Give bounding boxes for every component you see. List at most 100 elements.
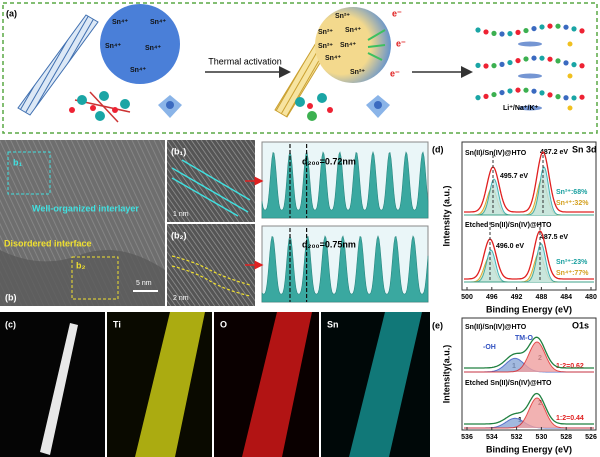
atom <box>483 93 489 99</box>
electron-label: e⁻ <box>392 8 402 18</box>
sample-label: Etched Sn(II)/Sn(IV)@HTO <box>465 380 552 387</box>
scale-label: 2 nm <box>173 295 189 302</box>
rod <box>17 14 99 116</box>
ion-label: Sn²⁺ <box>318 43 333 50</box>
atom <box>491 63 497 69</box>
atom <box>579 28 585 34</box>
sample-label: Sn(II)/Sn(IV)@HTO <box>465 150 527 157</box>
layered-structure <box>475 23 585 111</box>
ion-label: Sn²⁺ <box>350 69 365 76</box>
x-axis-label: Binding Energy (eV) <box>486 304 572 314</box>
peak-label: 496.0 eV <box>496 243 524 250</box>
x-tick-label: 500 <box>461 294 473 301</box>
map-label: Ti <box>113 319 121 329</box>
spectra <box>464 336 594 429</box>
atom <box>571 62 577 68</box>
atom <box>555 94 561 100</box>
ion-label: Sn⁴⁺ <box>145 45 161 52</box>
panel-label: (d) <box>432 144 444 154</box>
atom <box>483 29 489 35</box>
scale-label: 1 nm <box>173 211 189 218</box>
atom <box>539 90 545 96</box>
atom <box>515 29 521 35</box>
ion-label: Sn⁴⁺ <box>340 42 356 49</box>
atom <box>563 95 569 101</box>
annotation: Disordered interface <box>4 238 92 248</box>
zoom-box <box>7 151 51 195</box>
ratio-label: Sn⁴⁺:32% <box>556 200 589 207</box>
ion <box>567 41 573 47</box>
atom <box>475 27 481 33</box>
envelope <box>464 151 594 213</box>
atom <box>475 62 481 68</box>
ion-path <box>518 41 542 47</box>
atom <box>475 95 481 101</box>
envelope <box>464 392 594 425</box>
electron-arrow <box>367 29 386 61</box>
panel-label: (b₁) <box>171 146 186 156</box>
y-axis-label: Intensity (a.u.) <box>441 185 451 246</box>
atom <box>555 23 561 29</box>
x-tick-label: 534 <box>486 434 498 441</box>
ion-label: Sn⁴⁺ <box>345 27 361 34</box>
envelope <box>464 230 594 280</box>
zoom-label: b₂ <box>76 260 86 270</box>
ion-path <box>518 73 542 79</box>
component-label: -OH <box>483 344 496 351</box>
ratio-label: Sn⁴⁺:77% <box>556 270 589 277</box>
lattice-lines <box>171 159 251 217</box>
hrtem-image <box>167 224 255 306</box>
component <box>464 166 594 216</box>
ion-label: Sn⁴⁺ <box>105 43 121 50</box>
atom <box>531 25 537 32</box>
core-level: Sn 3d <box>572 144 597 154</box>
profile <box>261 150 429 219</box>
ratio-label: 1:2=0.62 <box>556 363 584 370</box>
component-label: TM-O <box>515 335 533 342</box>
electron-label: e⁻ <box>396 38 406 48</box>
atom <box>579 94 585 100</box>
plot-frame <box>461 317 597 431</box>
ion-circle <box>100 4 180 84</box>
x-tick-label: 526 <box>585 434 597 441</box>
atom <box>539 24 545 30</box>
ratio-label: 1:2=0.44 <box>556 415 584 422</box>
d-spacing: d₂₀₀=0.75nm <box>302 239 356 249</box>
molecule <box>69 91 182 123</box>
envelope <box>464 336 594 369</box>
x-tick-label: 528 <box>560 434 572 441</box>
zoom-box <box>71 256 119 300</box>
component <box>464 397 594 429</box>
element-signal <box>135 312 205 457</box>
ratio-label: Sn²⁺:23% <box>556 259 588 266</box>
x-tick-label: 532 <box>511 434 523 441</box>
map-label: Sn <box>327 319 339 329</box>
panel-label: (a) <box>6 8 17 18</box>
atom <box>491 91 497 98</box>
x-tick-label: 480 <box>585 294 597 301</box>
lattice-lines <box>171 255 251 297</box>
element-signal <box>242 312 312 457</box>
electron-label: e⁻ <box>390 68 400 78</box>
atom <box>515 57 521 64</box>
peak-label: 487.2 eV <box>540 149 568 156</box>
ion-label: Li⁺/Na⁺/K⁺ <box>503 105 539 112</box>
panel-label: (e) <box>432 320 443 330</box>
atom <box>523 56 529 62</box>
component <box>464 341 594 373</box>
ion-label: Sn⁴⁺ <box>130 67 146 74</box>
panel-label: (b₂) <box>171 230 187 240</box>
profile <box>261 235 429 303</box>
annotation: Well-organized interlayer <box>32 203 139 213</box>
ion-label: Sn⁴⁺ <box>150 19 166 26</box>
x-tick-label: 492 <box>511 294 523 301</box>
spectra <box>464 151 594 283</box>
atom <box>491 30 497 36</box>
x-tick-label: 530 <box>536 434 548 441</box>
peak-label: 495.7 eV <box>500 173 528 180</box>
zoom-label: b₁ <box>13 157 22 167</box>
line-profiles <box>261 144 429 303</box>
ion-label: Sn²⁺ <box>335 13 350 20</box>
atom <box>499 61 505 67</box>
